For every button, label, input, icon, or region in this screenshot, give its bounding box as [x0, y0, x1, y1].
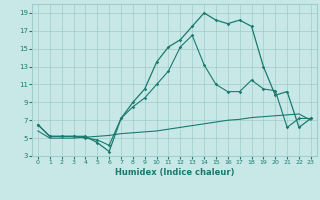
- X-axis label: Humidex (Indice chaleur): Humidex (Indice chaleur): [115, 168, 234, 177]
